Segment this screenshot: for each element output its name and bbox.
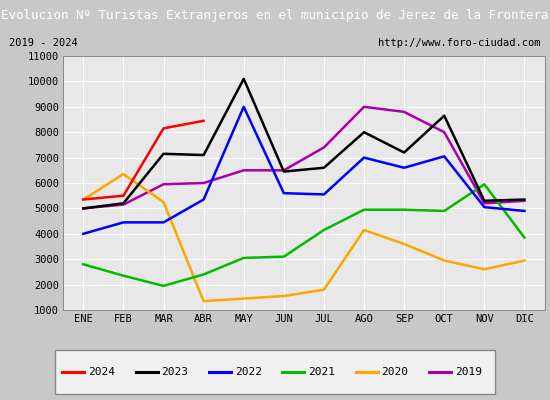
Text: 2021: 2021 [308,367,335,377]
Text: 2019: 2019 [455,367,482,377]
FancyBboxPatch shape [55,350,495,394]
Text: Evolucion Nº Turistas Extranjeros en el municipio de Jerez de la Frontera: Evolucion Nº Turistas Extranjeros en el … [1,8,549,22]
Text: 2023: 2023 [161,367,188,377]
Text: http://www.foro-ciudad.com: http://www.foro-ciudad.com [378,38,541,48]
Text: 2022: 2022 [235,367,262,377]
Text: 2024: 2024 [88,367,115,377]
Text: 2020: 2020 [381,367,408,377]
Text: 2019 - 2024: 2019 - 2024 [9,38,78,48]
